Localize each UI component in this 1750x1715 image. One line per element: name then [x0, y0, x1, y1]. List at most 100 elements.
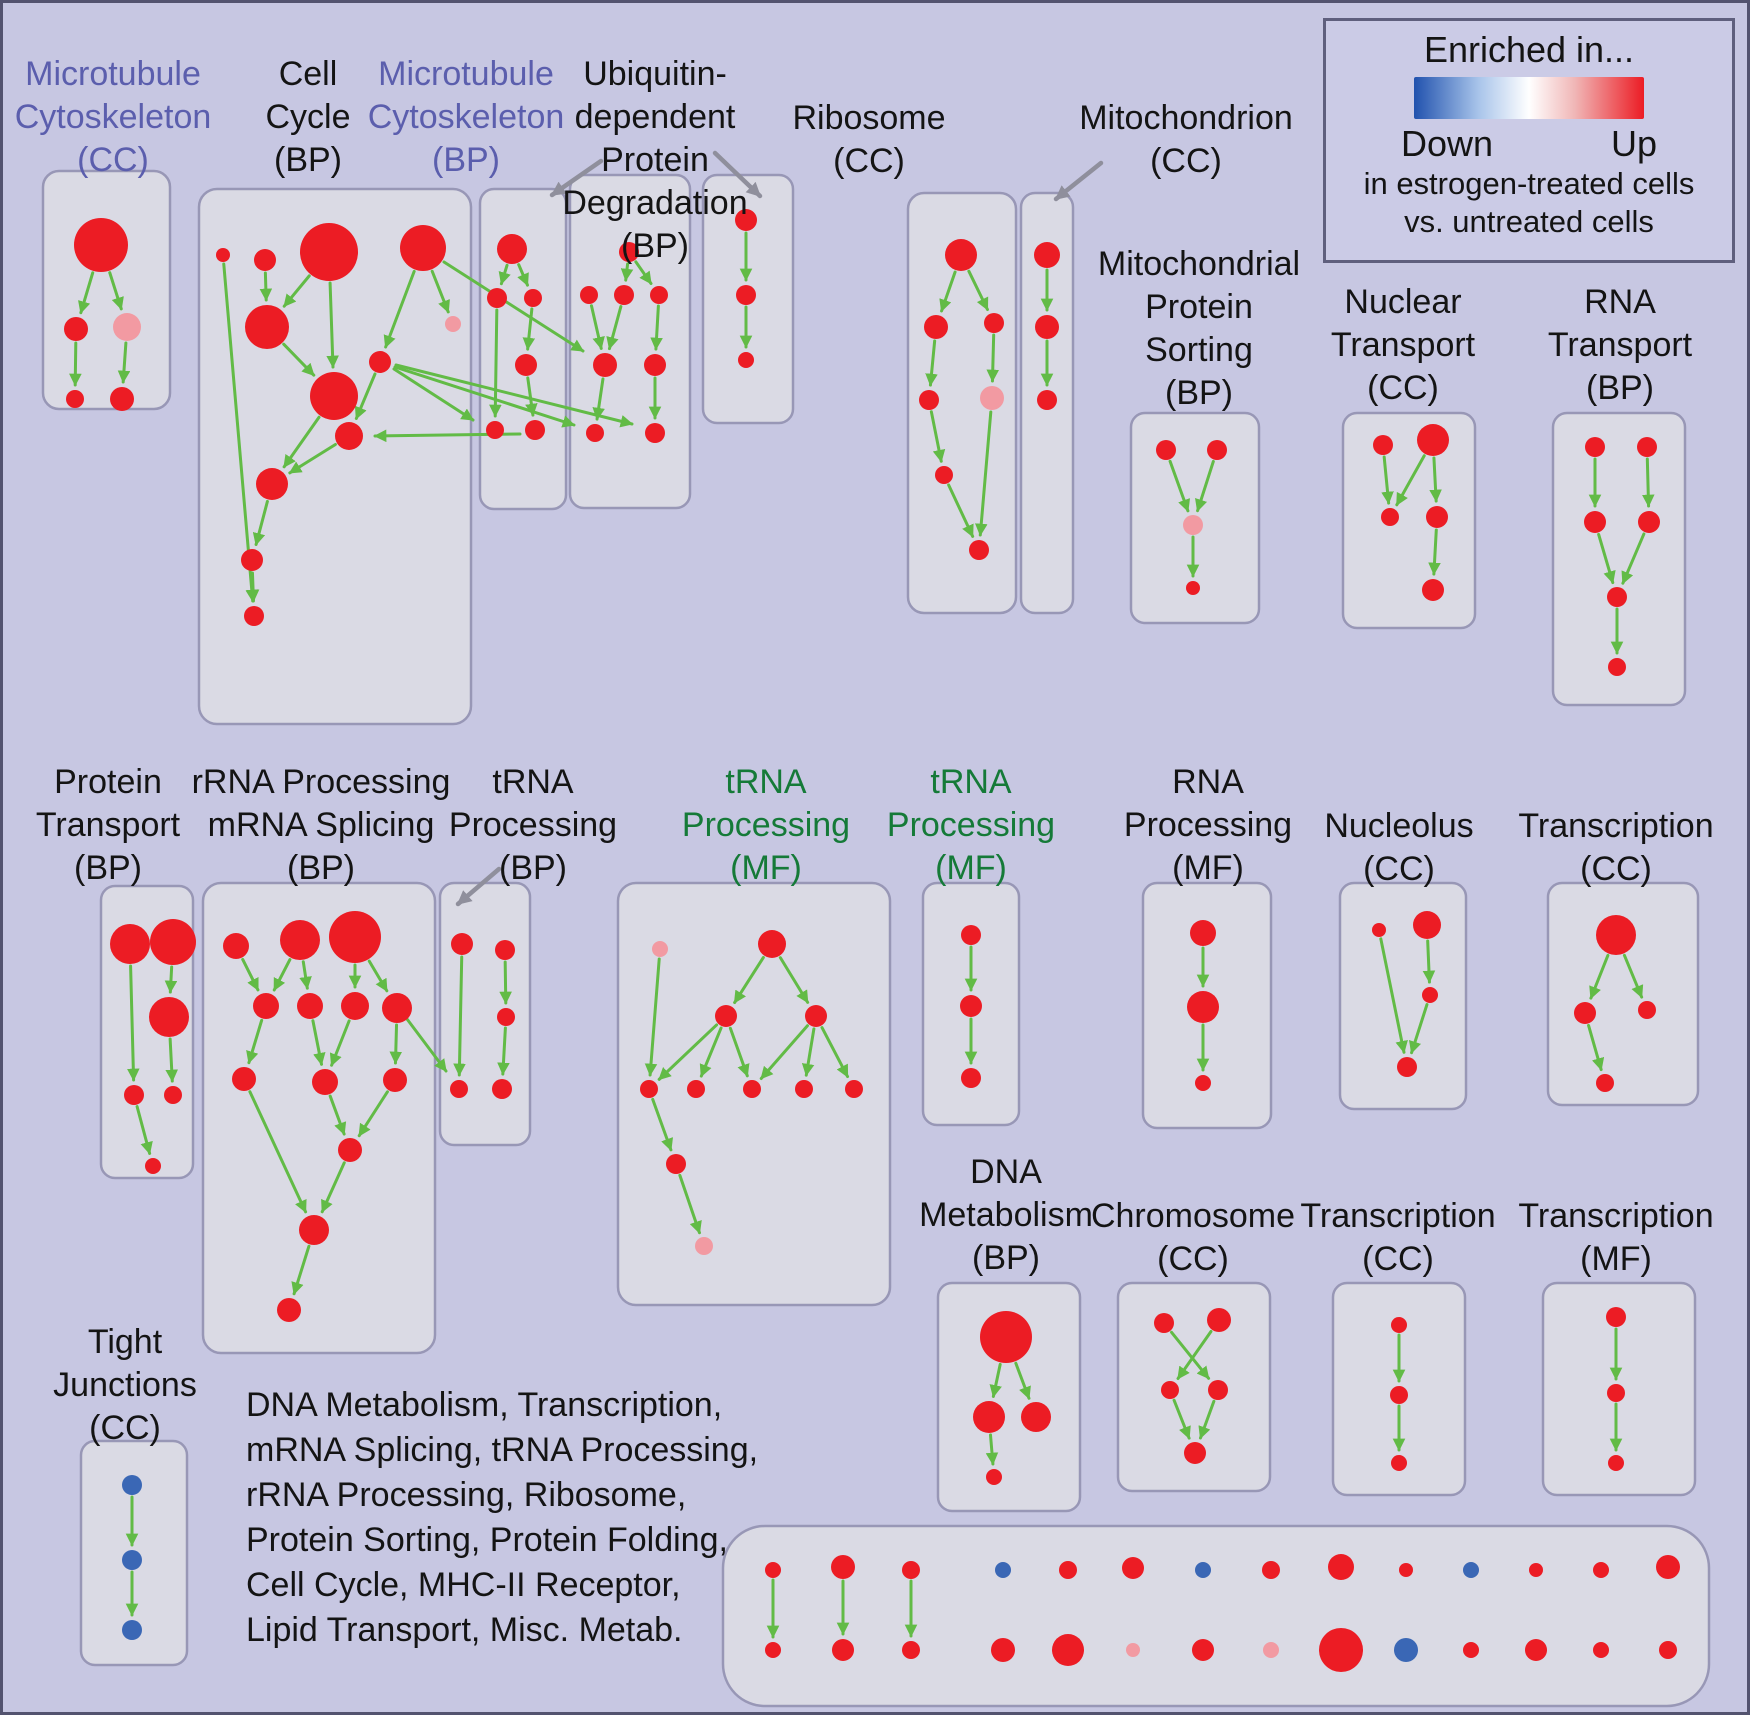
go-term-node [945, 239, 977, 271]
edge-arrow [589, 304, 605, 350]
go-term-node [1192, 1639, 1214, 1661]
go-term-node [1372, 923, 1386, 937]
go-term-node [902, 1561, 920, 1579]
label-pointer-arrow [549, 158, 604, 198]
go-term-node [687, 1080, 705, 1098]
edge-arrow [1641, 457, 1655, 508]
legend-down-label: Down [1401, 123, 1494, 164]
go-term-node [1608, 1455, 1624, 1471]
go-term-node [973, 1401, 1005, 1433]
edge-arrow [252, 499, 269, 547]
edge-arrow [517, 263, 529, 287]
edge-arrow [985, 1433, 999, 1466]
go-term-node [805, 1005, 827, 1027]
go-term-node [995, 1562, 1011, 1578]
edge-arrow [620, 262, 634, 282]
edge-arrow [1587, 1023, 1605, 1072]
go-term-node [1195, 1075, 1211, 1091]
go-term-node [1593, 1562, 1609, 1578]
go-term-node [497, 234, 527, 264]
go-term-node [961, 925, 981, 945]
cluster-box-rna-transport-bp [1551, 411, 1687, 707]
go-term-node [1391, 1317, 1407, 1333]
go-term-node [735, 209, 757, 231]
cluster-box-microtubule-cytoskeleton-cc [41, 169, 172, 411]
go-term-node [122, 1550, 142, 1570]
go-term-node [299, 1215, 329, 1245]
go-term-node [277, 1298, 301, 1322]
edge-arrow [989, 1362, 1002, 1398]
edge-arrow [367, 959, 389, 993]
go-term-node [1638, 511, 1660, 533]
go-term-node [645, 423, 665, 443]
go-term-node [74, 218, 128, 272]
go-term-node [1059, 1561, 1077, 1579]
label-pointer-arrow [712, 150, 763, 199]
go-term-node [1035, 315, 1059, 339]
edge-arrow [1198, 1399, 1216, 1440]
legend-subtitle-2: vs. untreated cells [1404, 204, 1654, 239]
edge-arrow [1014, 1361, 1031, 1400]
go-term-node [253, 993, 279, 1019]
go-term-node [497, 1008, 515, 1026]
go-term-node [216, 248, 230, 262]
edge-arrow [1422, 939, 1436, 984]
go-term-node [986, 1469, 1002, 1485]
go-term-node [758, 930, 786, 958]
go-term-node [1637, 437, 1657, 457]
edge-arrow [357, 1090, 389, 1138]
go-term-node [1426, 506, 1448, 528]
edge-arrow [108, 271, 124, 311]
go-term-node [64, 317, 88, 341]
go-term-node [1187, 991, 1219, 1023]
go-term-node [150, 919, 196, 965]
go-term-node [1391, 1455, 1407, 1471]
go-term-node [487, 288, 507, 308]
go-term-node [640, 1080, 658, 1098]
label-pointer-arrow [1053, 160, 1104, 202]
go-term-node [1596, 1074, 1614, 1092]
go-term-node [1397, 1057, 1417, 1077]
cluster-box-dna-metabolism-bp [936, 1281, 1082, 1513]
cluster-box-nuclear-transport-cc [1341, 411, 1477, 630]
go-term-node [1021, 1402, 1051, 1432]
go-term-node [980, 386, 1004, 410]
edge-arrow [1621, 532, 1646, 585]
go-term-node [1585, 437, 1605, 457]
go-term-node [335, 422, 363, 450]
edge-arrow [759, 1024, 809, 1080]
go-term-node [1154, 1313, 1174, 1333]
go-term-node [1262, 1561, 1280, 1579]
go-term-node [495, 940, 515, 960]
go-term-node [1606, 1307, 1626, 1327]
go-term-node [619, 242, 639, 262]
go-term-node [695, 1237, 713, 1255]
misc-terms-list: DNA Metabolism, Transcription, mRNA Splic… [246, 1386, 759, 1649]
go-term-node [650, 286, 668, 304]
go-term-node [369, 351, 391, 373]
go-term-node [524, 289, 542, 307]
go-term-node [1319, 1628, 1363, 1672]
go-term-node [1638, 1001, 1656, 1019]
edge-arrow [282, 274, 311, 308]
go-term-node [580, 286, 598, 304]
go-term-node [1463, 1562, 1479, 1578]
edge-arrow [497, 1026, 510, 1076]
go-term-node [715, 1005, 737, 1027]
edge-arrow [320, 1161, 346, 1214]
edge-arrow [1597, 532, 1616, 585]
go-term-node [1422, 987, 1438, 1003]
edge-arrow [328, 1094, 347, 1136]
edge-arrow [241, 957, 260, 992]
edge-arrow [78, 271, 95, 315]
edge-arrow [326, 281, 339, 369]
go-term-node [743, 1080, 761, 1098]
go-term-node [256, 468, 288, 500]
go-term-node [122, 1475, 142, 1495]
go-term-node [149, 997, 189, 1037]
legend: Enriched in... Down Up in estrogen-treat… [1323, 18, 1735, 263]
go-term-node [223, 933, 249, 959]
go-term-node [341, 992, 369, 1020]
go-term-node [1034, 242, 1060, 268]
